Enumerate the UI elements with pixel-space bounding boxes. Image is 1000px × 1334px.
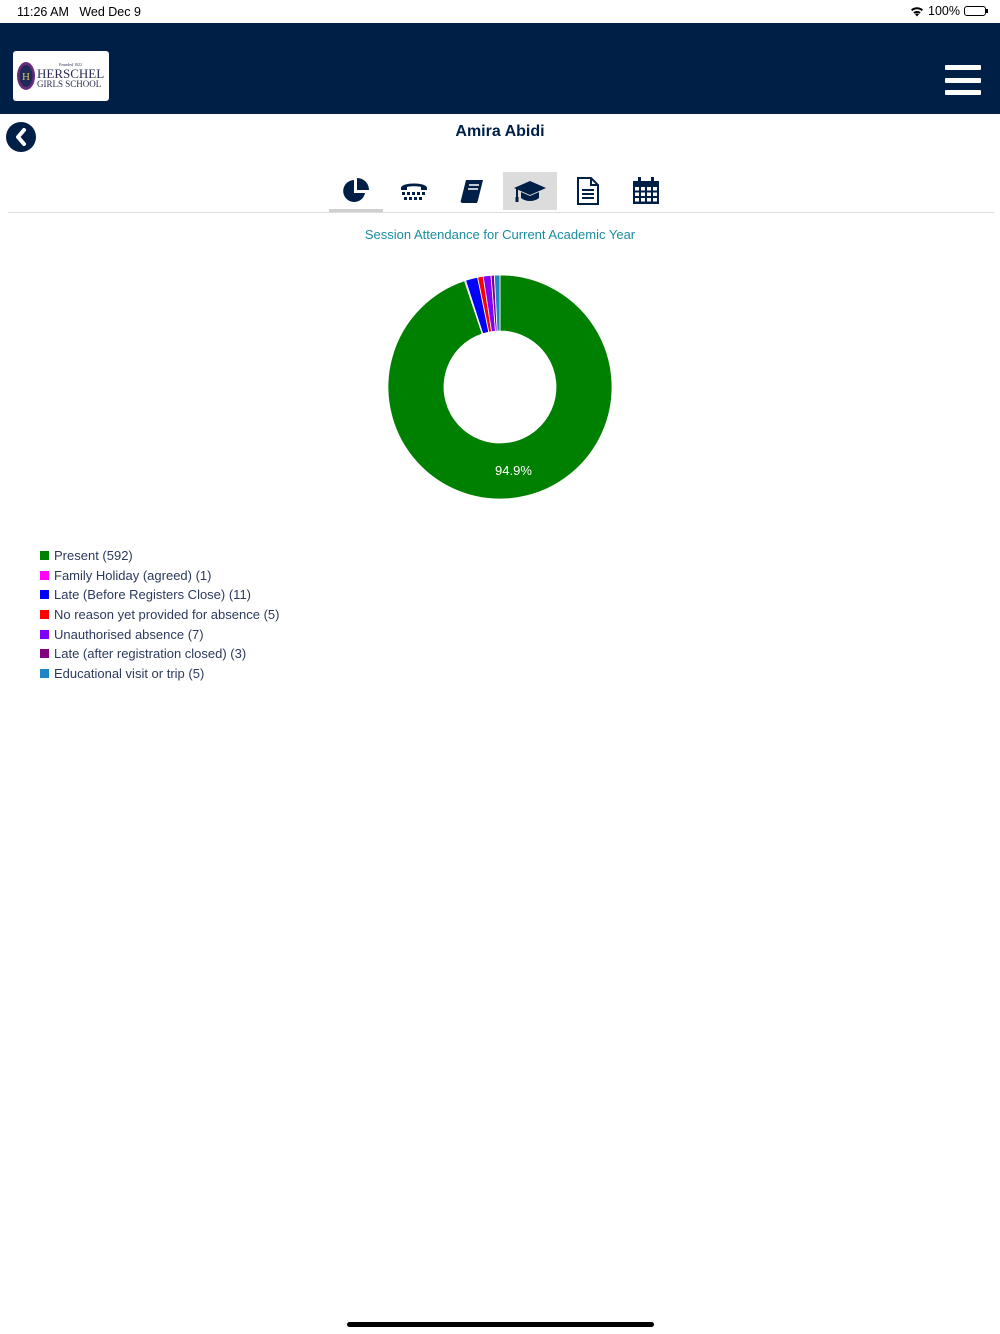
tab-academic[interactable] (503, 172, 557, 210)
tab-homework[interactable] (445, 172, 499, 210)
legend-label: Late (after registration closed) (3) (54, 646, 247, 662)
page-title: Amira Abidi (455, 123, 545, 140)
legend-swatch (40, 570, 49, 580)
legend-label: Educational visit or trip (5) (54, 665, 205, 681)
logo-text: Founded 1922 HERSCHEL GIRLS SCHOOL (37, 62, 105, 89)
legend-label: Unauthorised absence (7) (54, 626, 204, 642)
tab-bar (329, 172, 673, 212)
tab-attendance[interactable] (329, 172, 383, 212)
chart-legend: Present (592) Family Holiday (agreed) (1)… (40, 546, 279, 683)
wifi-icon (911, 6, 924, 16)
legend-label: No reason yet provided for absence (5) (54, 607, 280, 623)
legend-swatch (40, 590, 49, 600)
legend-swatch (40, 629, 49, 639)
legend-swatch (40, 610, 49, 620)
home-indicator (347, 1322, 654, 1327)
legend-item[interactable]: Late (Before Registers Close) (11) (40, 585, 279, 605)
legend-swatch (40, 649, 49, 659)
chevron-left-icon (16, 128, 26, 146)
legend-swatch (40, 551, 49, 561)
legend-label: Present (592) (54, 548, 133, 564)
legend-label: Family Holiday (agreed) (1) (54, 567, 212, 583)
calendar-icon (633, 177, 659, 204)
legend-item[interactable]: Unauthorised absence (7) (40, 624, 279, 644)
donut-slice-6[interactable] (493, 274, 501, 332)
attendance-donut-chart: 94.9% (387, 274, 613, 500)
phone-icon (401, 183, 427, 200)
legend-swatch (40, 668, 49, 678)
battery-icon (964, 6, 988, 16)
status-time: 11:26 AM Wed Dec 9 (17, 5, 141, 19)
back-button[interactable] (6, 122, 36, 152)
school-logo[interactable]: H Founded 1922 HERSCHEL GIRLS SCHOOL (13, 51, 109, 101)
tab-divider (8, 212, 994, 213)
pie-chart-icon (343, 178, 369, 202)
tab-contacts[interactable] (387, 172, 441, 210)
app-header: H Founded 1922 HERSCHEL GIRLS SCHOOL (0, 23, 1000, 114)
donut-slice-0[interactable] (387, 274, 613, 500)
legend-label: Late (Before Registers Close) (11) (54, 587, 252, 603)
status-bar: 11:26 AM Wed Dec 9 100% (0, 0, 1000, 23)
tab-reports[interactable] (561, 172, 615, 210)
hamburger-menu-icon[interactable] (945, 65, 981, 95)
legend-item[interactable]: Present (592) (40, 546, 279, 566)
legend-item[interactable]: No reason yet provided for absence (5) (40, 605, 279, 625)
chart-title: Session Attendance for Current Academic … (364, 227, 636, 242)
book-icon (460, 180, 483, 203)
legend-item[interactable]: Late (after registration closed) (3) (40, 644, 279, 664)
document-icon (577, 177, 599, 205)
graduation-cap-icon (514, 181, 546, 202)
svg-text:H: H (22, 71, 30, 83)
slice-percent-label: 94.9% (495, 463, 532, 478)
legend-item[interactable]: Educational visit or trip (5) (40, 664, 279, 684)
crest-icon: H (17, 62, 35, 90)
tab-calendar[interactable] (619, 172, 673, 210)
legend-item[interactable]: Family Holiday (agreed) (1) (40, 566, 279, 586)
battery-percent: 100% (928, 4, 960, 18)
